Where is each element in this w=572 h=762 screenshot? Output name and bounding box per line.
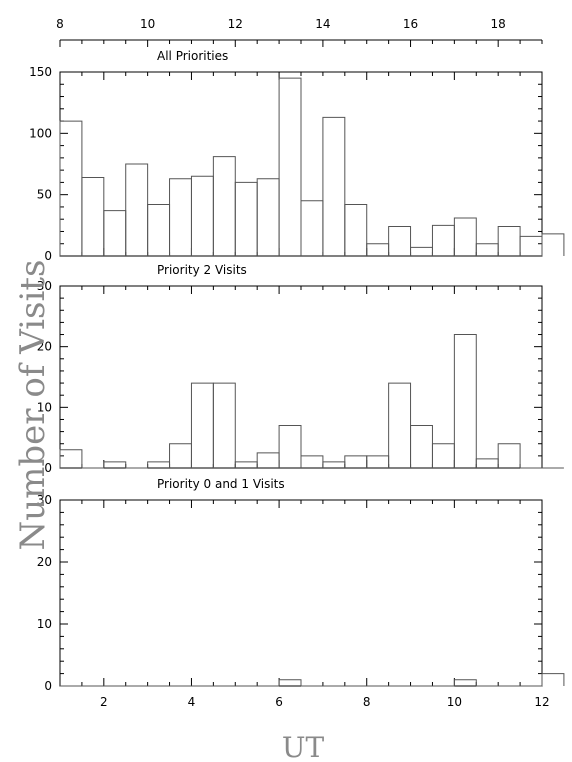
histogram-bin [366, 243, 390, 256]
y-tick-label: 10 [37, 617, 52, 631]
histogram-bin [453, 679, 477, 686]
histogram-bin [453, 217, 477, 256]
y-tick-label: 0 [44, 679, 52, 693]
histogram-bin [278, 679, 302, 686]
bottom-tick-label: 4 [188, 695, 196, 709]
histogram-bin [190, 382, 214, 468]
y-tick-label: 30 [37, 279, 52, 293]
histogram-bin [388, 382, 412, 468]
bottom-tick-label: 10 [447, 695, 462, 709]
top-tick-label: 14 [315, 17, 330, 31]
y-tick-label: 50 [37, 188, 52, 202]
y-tick-label: 30 [37, 493, 52, 507]
histogram-bin [431, 443, 455, 468]
histogram-bin [410, 246, 433, 256]
y-tick-label: 100 [29, 126, 52, 140]
histogram-bin [147, 461, 171, 468]
histogram-bin [103, 461, 127, 468]
histogram-bin [453, 334, 477, 468]
histogram-bin [475, 458, 499, 468]
y-tick-label: 20 [37, 555, 52, 569]
histogram-bin [278, 77, 302, 256]
histogram-bin [344, 203, 368, 256]
histogram-bin [366, 455, 390, 468]
histogram-bin [431, 224, 455, 256]
top-tick-label: 12 [228, 17, 243, 31]
histogram-bins [60, 673, 565, 687]
histogram-bin [322, 116, 346, 256]
top-tick-label: 18 [491, 17, 506, 31]
histogram-bins [59, 77, 565, 256]
histogram-bin [81, 176, 105, 256]
histogram-bin [212, 156, 236, 256]
histogram-bin [190, 175, 214, 256]
bottom-tick-label: 8 [363, 695, 371, 709]
histogram-bins [59, 334, 564, 469]
histogram-bin [212, 382, 236, 468]
histogram-bin [125, 163, 149, 256]
histogram-bin [541, 673, 565, 686]
histogram-bin [256, 452, 280, 468]
top-tick-label: 16 [403, 17, 418, 31]
histogram-bin [410, 425, 433, 468]
panel-title: Priority 2 Visits [157, 263, 247, 277]
histogram-bin [388, 226, 412, 256]
histogram-bin [519, 235, 543, 256]
histogram-bin [169, 443, 192, 468]
y-tick-label: 20 [37, 340, 52, 354]
histogram-bin [103, 210, 127, 256]
bottom-tick-label: 2 [100, 695, 108, 709]
y-tick-label: 150 [29, 65, 52, 79]
histogram-bin [344, 455, 368, 468]
top-ut-axis: 8 10 12 14 16 18 [56, 17, 543, 47]
y-axis-label: Number of Visits [13, 260, 53, 551]
histogram-bin [475, 243, 499, 256]
histogram-bin [497, 443, 521, 468]
histogram-bin [59, 449, 83, 468]
histogram-bin [300, 200, 324, 256]
top-tick-label: 8 [56, 17, 64, 31]
y-tick-label: 0 [44, 461, 52, 475]
y-tick-label: 10 [37, 400, 52, 414]
x-axis-label: UT [282, 731, 325, 762]
histogram-bin [147, 203, 171, 256]
histogram-bin [169, 178, 192, 256]
bottom-tick-label: 6 [275, 695, 283, 709]
histogram-bin [497, 226, 521, 256]
histogram-bin [278, 425, 302, 468]
panel-3: Priority 0 and 1 Visits 0 10 20 30 [37, 477, 565, 693]
panel-2: Priority 2 Visits 0 10 20 30 [37, 263, 564, 475]
histogram-bin [234, 461, 258, 468]
panel-title: Priority 0 and 1 Visits [157, 477, 285, 491]
panel-frame [59, 499, 543, 687]
panel-title: All Priorities [157, 49, 228, 63]
panel-1: All Priorities 0 50 100 150 [29, 49, 565, 263]
bottom-ut-axis: 2 4 6 8 10 12 [100, 695, 550, 709]
histogram-bin [59, 120, 83, 256]
y-tick-label: 0 [44, 249, 52, 263]
histogram-bin [234, 181, 258, 256]
histogram-bin [322, 461, 346, 468]
histogram-bin [300, 455, 324, 468]
histogram-bin [541, 233, 565, 256]
histogram-bin [256, 178, 280, 256]
bottom-tick-label: 12 [534, 695, 549, 709]
top-tick-label: 10 [140, 17, 155, 31]
